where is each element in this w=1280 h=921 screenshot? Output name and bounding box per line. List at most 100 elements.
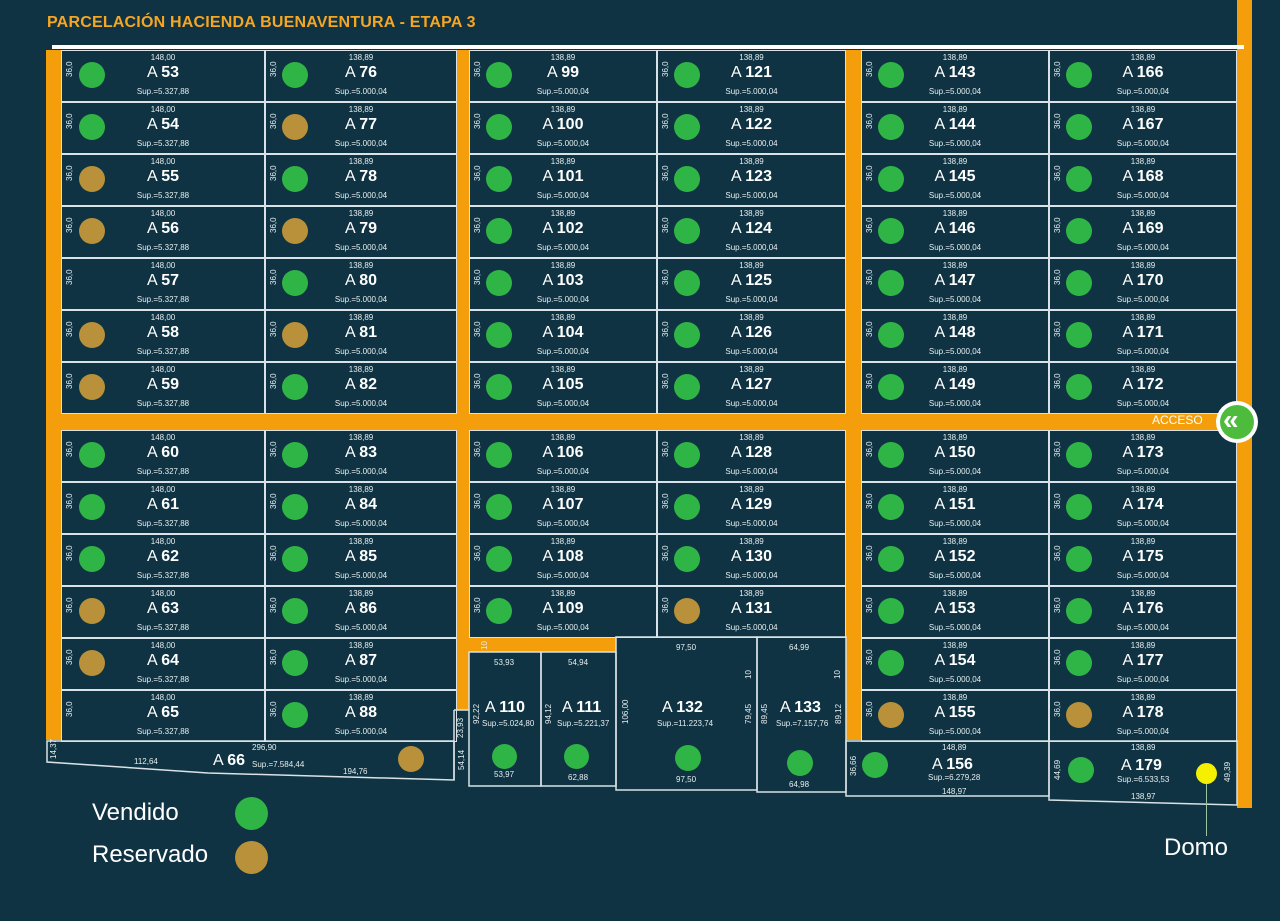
lot-53[interactable]: 148,00 36,0 A 53 Sup.=5.327,88 — [61, 50, 265, 102]
lot-62[interactable]: 148,00 36,0 A 62 Sup.=5.327,88 — [61, 534, 265, 586]
lot-156-area: Sup.=6.279,28 — [928, 773, 981, 782]
lot-176[interactable]: 138,89 36,0 A 176 Sup.=5.000,04 — [1049, 586, 1237, 638]
lot-59[interactable]: 148,00 36,0 A 59 Sup.=5.327,88 — [61, 362, 265, 414]
lot-167[interactable]: 138,89 36,0 A 167 Sup.=5.000,04 — [1049, 102, 1237, 154]
lot-170[interactable]: 138,89 36,0 A 170 Sup.=5.000,04 — [1049, 258, 1237, 310]
lot-155[interactable]: 138,89 36,0 A 155 Sup.=5.000,04 — [861, 690, 1049, 742]
lot-57[interactable]: 148,00 36,0 A 57 Sup.=5.327,88 — [61, 258, 265, 310]
lot-106[interactable]: 138,89 36,0 A 106 Sup.=5.000,04 — [469, 430, 657, 482]
lot-132-status-dot[interactable] — [675, 745, 701, 771]
lot-133-status-dot[interactable] — [787, 750, 813, 776]
lot-83[interactable]: 138,89 36,0 A 83 Sup.=5.000,04 — [265, 430, 457, 482]
lot-172[interactable]: 138,89 36,0 A 172 Sup.=5.000,04 — [1049, 362, 1237, 414]
lot-76[interactable]: 138,89 36,0 A 76 Sup.=5.000,04 — [265, 50, 457, 102]
lot-65[interactable]: 148,00 36,0 A 65 Sup.=5.327,88 — [61, 690, 265, 742]
lot-121[interactable]: 138,89 36,0 A 121 Sup.=5.000,04 — [657, 50, 846, 102]
lot-171[interactable]: 138,89 36,0 A 171 Sup.=5.000,04 — [1049, 310, 1237, 362]
lot-166[interactable]: 138,89 36,0 A 166 Sup.=5.000,04 — [1049, 50, 1237, 102]
lot-177[interactable]: 138,89 36,0 A 177 Sup.=5.000,04 — [1049, 638, 1237, 690]
lot-104[interactable]: 138,89 36,0 A 104 Sup.=5.000,04 — [469, 310, 657, 362]
lot-56[interactable]: 148,00 36,0 A 56 Sup.=5.327,88 — [61, 206, 265, 258]
lot-178[interactable]: 138,89 36,0 A 178 Sup.=5.000,04 — [1049, 690, 1237, 742]
lot-122[interactable]: 138,89 36,0 A 122 Sup.=5.000,04 — [657, 102, 846, 154]
lot-125[interactable]: 138,89 36,0 A 125 Sup.=5.000,04 — [657, 258, 846, 310]
lot-156-bottom: 148,97 — [942, 787, 967, 796]
lot-154[interactable]: 138,89 36,0 A 154 Sup.=5.000,04 — [861, 638, 1049, 690]
lot-153[interactable]: 138,89 36,0 A 153 Sup.=5.000,04 — [861, 586, 1049, 638]
lot-130[interactable]: 138,89 36,0 A 130 Sup.=5.000,04 — [657, 534, 846, 586]
lot-110-status-dot[interactable] — [492, 744, 517, 769]
lot-133-side3: 10 — [833, 670, 842, 679]
lot-102[interactable]: 138,89 36,0 A 102 Sup.=5.000,04 — [469, 206, 657, 258]
lot-129[interactable]: 138,89 36,0 A 129 Sup.=5.000,04 — [657, 482, 846, 534]
lot-58[interactable]: 148,00 36,0 A 58 Sup.=5.327,88 — [61, 310, 265, 362]
lot-85[interactable]: 138,89 36,0 A 85 Sup.=5.000,04 — [265, 534, 457, 586]
lot-105[interactable]: 138,89 36,0 A 105 Sup.=5.000,04 — [469, 362, 657, 414]
lot-150[interactable]: 138,89 36,0 A 150 Sup.=5.000,04 — [861, 430, 1049, 482]
lot-152[interactable]: 138,89 36,0 A 152 Sup.=5.000,04 — [861, 534, 1049, 586]
lot-79[interactable]: 138,89 36,0 A 79 Sup.=5.000,04 — [265, 206, 457, 258]
lot-143[interactable]: 138,89 36,0 A 143 Sup.=5.000,04 — [861, 50, 1049, 102]
lot-55[interactable]: 148,00 36,0 A 55 Sup.=5.327,88 — [61, 154, 265, 206]
lot-131[interactable]: 138,89 36,0 A 131 Sup.=5.000,04 — [657, 586, 846, 638]
lot-146[interactable]: 138,89 36,0 A 146 Sup.=5.000,04 — [861, 206, 1049, 258]
lot-144[interactable]: 138,89 36,0 A 144 Sup.=5.000,04 — [861, 102, 1049, 154]
lot-area: Sup.=5.000,04 — [536, 399, 590, 408]
lot-area: Sup.=5.327,88 — [136, 243, 190, 252]
lot-126[interactable]: 138,89 36,0 A 126 Sup.=5.000,04 — [657, 310, 846, 362]
lot-107[interactable]: 138,89 36,0 A 107 Sup.=5.000,04 — [469, 482, 657, 534]
lot-99[interactable]: 138,89 36,0 A 99 Sup.=5.000,04 — [469, 50, 657, 102]
lot-status-dot — [282, 166, 308, 192]
lot-width: 138,89 — [739, 365, 764, 374]
lot-127[interactable]: 138,89 36,0 A 127 Sup.=5.000,04 — [657, 362, 846, 414]
lot-123[interactable]: 138,89 36,0 A 123 Sup.=5.000,04 — [657, 154, 846, 206]
lot-54[interactable]: 148,00 36,0 A 54 Sup.=5.327,88 — [61, 102, 265, 154]
lot-111-status-dot[interactable] — [564, 744, 589, 769]
lot-area: Sup.=5.000,04 — [1116, 727, 1170, 736]
lot-179-status-dot[interactable] — [1068, 757, 1094, 783]
lot-147[interactable]: 138,89 36,0 A 147 Sup.=5.000,04 — [861, 258, 1049, 310]
lot-124[interactable]: 138,89 36,0 A 124 Sup.=5.000,04 — [657, 206, 846, 258]
lot-110-top: 53,93 — [494, 658, 515, 667]
lot-174[interactable]: 138,89 36,0 A 174 Sup.=5.000,04 — [1049, 482, 1237, 534]
lot-80[interactable]: 138,89 36,0 A 80 Sup.=5.000,04 — [265, 258, 457, 310]
lot-132-side3: 10 — [744, 670, 753, 679]
lot-148[interactable]: 138,89 36,0 A 148 Sup.=5.000,04 — [861, 310, 1049, 362]
lot-145[interactable]: 138,89 36,0 A 145 Sup.=5.000,04 — [861, 154, 1049, 206]
lot-149[interactable]: 138,89 36,0 A 149 Sup.=5.000,04 — [861, 362, 1049, 414]
lot-103[interactable]: 138,89 36,0 A 103 Sup.=5.000,04 — [469, 258, 657, 310]
lot-82[interactable]: 138,89 36,0 A 82 Sup.=5.000,04 — [265, 362, 457, 414]
lot-156-status-dot[interactable] — [862, 752, 888, 778]
lot-status-dot — [674, 442, 700, 468]
domo-marker[interactable] — [1196, 763, 1217, 784]
lot-66-status-dot[interactable] — [398, 746, 424, 772]
lot-109[interactable]: 138,89 36,0 A 109 Sup.=5.000,04 — [469, 586, 657, 638]
lot-175[interactable]: 138,89 36,0 A 175 Sup.=5.000,04 — [1049, 534, 1237, 586]
lot-status-dot — [1066, 374, 1092, 400]
lot-area: Sup.=5.000,04 — [725, 139, 778, 148]
lot-128[interactable]: 138,89 36,0 A 128 Sup.=5.000,04 — [657, 430, 846, 482]
lot-173[interactable]: 138,89 36,0 A 173 Sup.=5.000,04 — [1049, 430, 1237, 482]
lot-width: 148,00 — [150, 433, 176, 442]
lot-151[interactable]: 138,89 36,0 A 151 Sup.=5.000,04 — [861, 482, 1049, 534]
lot-108[interactable]: 138,89 36,0 A 108 Sup.=5.000,04 — [469, 534, 657, 586]
lot-77[interactable]: 138,89 36,0 A 77 Sup.=5.000,04 — [265, 102, 457, 154]
lot-84[interactable]: 138,89 36,0 A 84 Sup.=5.000,04 — [265, 482, 457, 534]
lot-169[interactable]: 138,89 36,0 A 169 Sup.=5.000,04 — [1049, 206, 1237, 258]
boundary-top — [52, 45, 1244, 49]
lot-101[interactable]: 138,89 36,0 A 101 Sup.=5.000,04 — [469, 154, 657, 206]
lot-number: A 151 — [934, 496, 976, 513]
lot-78[interactable]: 138,89 36,0 A 78 Sup.=5.000,04 — [265, 154, 457, 206]
lot-64[interactable]: 148,00 36,0 A 64 Sup.=5.327,88 — [61, 638, 265, 690]
lot-168[interactable]: 138,89 36,0 A 168 Sup.=5.000,04 — [1049, 154, 1237, 206]
lot-60[interactable]: 148,00 36,0 A 60 Sup.=5.327,88 — [61, 430, 265, 482]
double-chevron-left-icon[interactable]: « — [1216, 401, 1258, 443]
lot-width: 138,89 — [1130, 209, 1156, 218]
lot-86[interactable]: 138,89 36,0 A 86 Sup.=5.000,04 — [265, 586, 457, 638]
lot-100[interactable]: 138,89 36,0 A 100 Sup.=5.000,04 — [469, 102, 657, 154]
lot-61[interactable]: 148,00 36,0 A 61 Sup.=5.327,88 — [61, 482, 265, 534]
lot-63[interactable]: 148,00 36,0 A 63 Sup.=5.327,88 — [61, 586, 265, 638]
lot-status-dot — [486, 374, 512, 400]
lot-87[interactable]: 138,89 36,0 A 87 Sup.=5.000,04 — [265, 638, 457, 690]
lot-81[interactable]: 138,89 36,0 A 81 Sup.=5.000,04 — [265, 310, 457, 362]
